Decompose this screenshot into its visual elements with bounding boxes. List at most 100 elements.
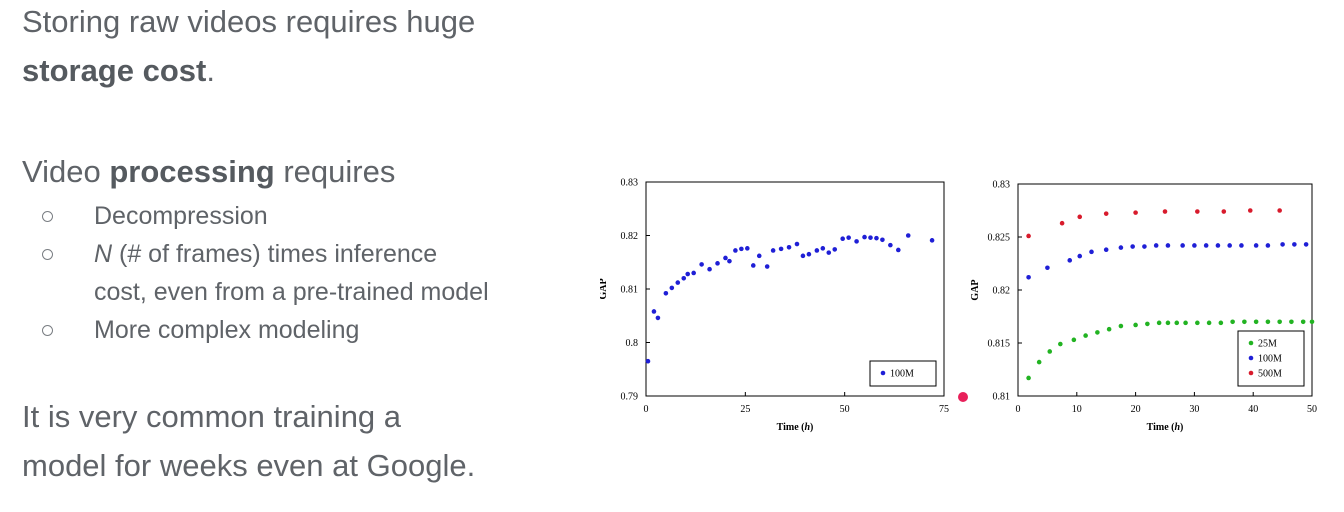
data-point	[1095, 330, 1100, 335]
legend-marker	[880, 370, 886, 376]
data-point	[1047, 349, 1053, 354]
data-point	[1045, 265, 1050, 271]
data-point	[685, 271, 691, 277]
data-point	[1192, 243, 1197, 248]
processing-bold: processing	[109, 154, 275, 189]
data-point	[1071, 337, 1077, 343]
data-point	[645, 358, 651, 364]
data-point	[1230, 319, 1235, 325]
data-point	[1265, 243, 1271, 248]
x-tick-label: 75	[939, 404, 949, 415]
data-point	[846, 235, 851, 240]
data-point	[663, 290, 669, 296]
y-tick-label: 0.8	[626, 338, 639, 349]
y-tick-label: 0.79	[621, 392, 639, 403]
data-point	[1277, 208, 1282, 213]
data-point	[723, 255, 728, 261]
data-point	[1026, 233, 1031, 239]
data-point	[1145, 321, 1150, 327]
data-point	[854, 239, 859, 244]
storage-line-1: Storing raw videos requires huge	[22, 4, 476, 39]
y-axis-label: GAP	[970, 279, 981, 300]
data-point	[1218, 320, 1224, 326]
legend-label: 500M	[1258, 369, 1282, 380]
data-point	[929, 238, 935, 243]
training-line-2: model for weeks even at Google.	[22, 448, 476, 483]
data-point	[1242, 319, 1247, 325]
data-point	[739, 246, 744, 252]
bullet-text-line-2: cost, even from a pre-trained model	[94, 278, 489, 306]
data-point	[1195, 209, 1200, 214]
data-point	[1280, 242, 1285, 247]
data-point	[1036, 359, 1042, 365]
list-item: N (# of frames) times inference cost, ev…	[42, 235, 489, 311]
data-point	[1180, 243, 1185, 248]
data-point	[1089, 249, 1094, 255]
storage-period: .	[206, 53, 215, 88]
data-point	[1133, 322, 1138, 328]
x-tick-label: 10	[1072, 404, 1082, 415]
processing-pre: Video	[22, 154, 110, 189]
data-point	[896, 247, 901, 253]
data-point	[832, 247, 838, 252]
x-tick-label: 0	[644, 404, 649, 415]
data-point	[1183, 320, 1188, 326]
data-point	[1221, 209, 1227, 214]
chart-left-svg: 0 25 50 75 0.79 0.8 0.81 0.82 0.83 Time (h) GAP 100…	[598, 178, 949, 434]
data-point	[905, 233, 911, 238]
data-point	[840, 236, 845, 242]
data-point	[1058, 341, 1063, 347]
y-tick-label: 0.81	[993, 392, 1011, 403]
data-point	[880, 237, 885, 243]
data-point	[1156, 320, 1162, 326]
data-point	[764, 264, 770, 269]
x-tick-label: 25	[740, 404, 750, 415]
data-point	[1165, 243, 1171, 248]
gap-vs-time-chart-100m: 0 25 50 75 0.79 0.8 0.81 0.82 0.83 Time (h) GAP 100…	[598, 170, 960, 455]
data-point	[1174, 320, 1180, 326]
data-point	[733, 248, 738, 253]
x-tick-label: 50	[840, 404, 850, 415]
legend-label: 100M	[890, 369, 914, 380]
data-point	[1162, 209, 1168, 214]
legend-marker	[1248, 355, 1254, 361]
x-tick-label: 30	[1189, 404, 1199, 415]
y-tick-label: 0.83	[993, 180, 1011, 191]
processing-paragraph: Video processing requires	[22, 147, 395, 196]
data-point	[800, 253, 806, 259]
training-paragraph: It is very common training a model for w…	[22, 392, 475, 490]
data-point	[1239, 243, 1244, 248]
data-point	[691, 270, 696, 276]
data-point	[794, 241, 800, 247]
legend-marker	[1248, 340, 1254, 346]
data-point	[1303, 242, 1309, 247]
x-tick-label: 50	[1307, 404, 1317, 415]
data-point	[888, 242, 893, 248]
data-point	[1289, 319, 1294, 325]
data-point	[826, 250, 832, 255]
bullet-circle-icon	[42, 325, 53, 336]
stray-red-dot	[958, 392, 968, 402]
x-tick-label: 0	[1016, 404, 1021, 415]
data-point	[651, 309, 657, 314]
data-point	[1130, 244, 1135, 249]
data-point	[1300, 319, 1306, 325]
data-point	[1077, 253, 1083, 259]
x-axis-label: Time (h)	[777, 422, 814, 433]
y-axis-label: GAP	[600, 278, 609, 299]
data-point	[655, 315, 661, 321]
list-item: More complex modeling	[42, 311, 489, 349]
data-point	[1253, 243, 1259, 248]
data-point	[707, 266, 712, 272]
chart-right-svg: 0 10 20 30 40 50 0.81 0.815 0.82 0.825 0.83 Time (h…	[970, 180, 1317, 434]
data-point	[1142, 244, 1147, 249]
y-tick-label: 0.815	[988, 339, 1011, 350]
y-tick-label: 0.82	[621, 231, 639, 242]
training-line-1: It is very common training a	[22, 399, 402, 434]
data-point	[1206, 320, 1212, 326]
data-point	[1153, 243, 1159, 248]
bullet-circle-icon	[42, 211, 53, 222]
data-point	[750, 263, 756, 268]
requirements-list: Decompression N (# of frames) times infe…	[42, 197, 489, 349]
data-point	[862, 234, 867, 240]
